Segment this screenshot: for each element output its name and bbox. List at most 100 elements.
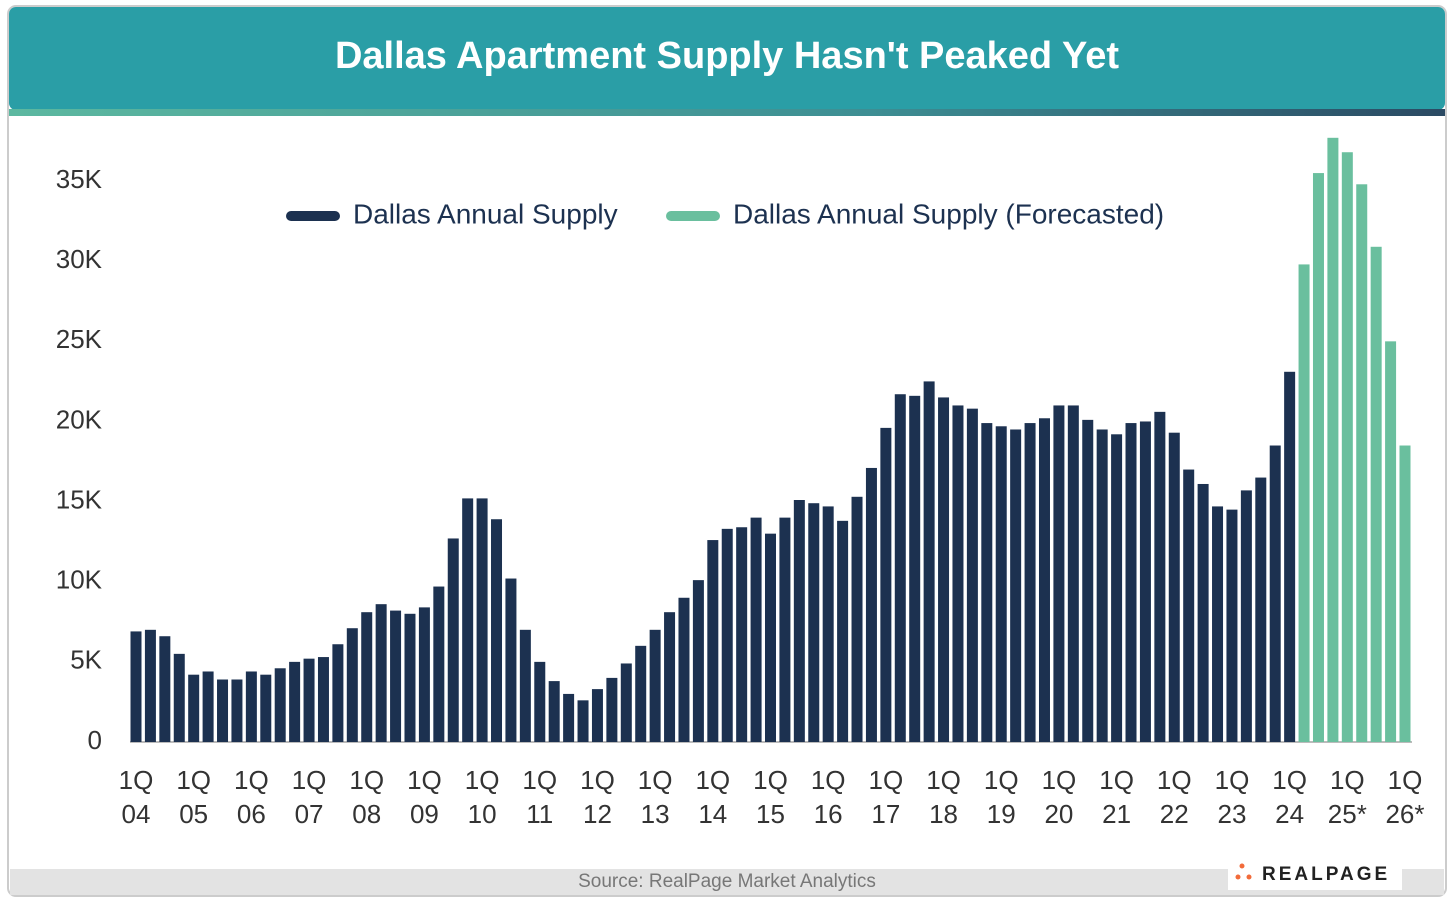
bar: [1312, 173, 1324, 742]
bar: [692, 580, 704, 742]
y-tick-label: 10K: [56, 565, 103, 595]
bar: [1226, 509, 1238, 742]
source: Source: RealPage Market Analytics: [578, 871, 876, 892]
x-tick-label: 1Q 19: [984, 765, 1019, 829]
bar: [779, 517, 791, 742]
bar: [736, 527, 748, 742]
bar: [894, 394, 906, 742]
bar: [635, 645, 647, 742]
x-tick-label: 1Q 10: [465, 765, 500, 829]
bar: [678, 597, 690, 742]
x-tick-label: 1Q 04: [119, 765, 154, 829]
bar: [1269, 445, 1281, 742]
x-tick-label: 1Q 20: [1042, 765, 1077, 829]
bar: [202, 671, 214, 742]
bar: [765, 533, 776, 742]
bar: [375, 604, 387, 742]
bar: [346, 628, 358, 742]
y-tick-label: 0: [88, 725, 102, 755]
bar: [1240, 490, 1252, 742]
x-tick-label: 1Q 21: [1099, 765, 1134, 829]
x-tick-label: 1Q 15: [753, 765, 788, 829]
x-tick-label: 1Q 06: [234, 765, 269, 829]
bar: [361, 612, 373, 742]
x-tick-label: 1Q 17: [869, 765, 904, 829]
bar: [1327, 137, 1339, 743]
bar: [1341, 152, 1353, 743]
bar: [404, 613, 416, 742]
bar: [476, 498, 488, 742]
x-tick-label: 1Q 26*: [1385, 765, 1424, 829]
x-tick-label: 1Q 11: [522, 765, 557, 829]
plot: 0 5K 10K 15K 20K 25K 30K 35K 1Q 04 1Q 05 1Q 06 1Q 07 1Q 0…: [56, 137, 1425, 829]
bar: [952, 405, 964, 742]
x-tick-label: 1Q 07: [292, 765, 327, 829]
header: [9, 7, 1445, 110]
bar: [649, 629, 661, 742]
y-tick-label: 35K: [56, 164, 103, 194]
bar: [1197, 483, 1209, 742]
legend-label: Dallas Annual Supply (Forecasted): [733, 198, 1164, 229]
bar: [1154, 411, 1166, 742]
bar: [1038, 418, 1050, 742]
bar: [1082, 419, 1094, 742]
bar: [534, 661, 546, 742]
bar: [332, 644, 344, 742]
bar: [317, 657, 329, 742]
bar: [577, 700, 589, 742]
y-tick-label: 30K: [56, 244, 103, 274]
x-tick-label: 1Q 09: [407, 765, 442, 829]
bar: [909, 395, 921, 742]
bar: [390, 610, 402, 742]
bar: [130, 631, 142, 742]
bar: [880, 427, 892, 742]
bar: [591, 689, 603, 742]
bar: [173, 653, 185, 742]
bar: [1053, 405, 1065, 742]
bar: [620, 663, 632, 742]
bar: [491, 519, 503, 742]
bar: [995, 426, 1007, 742]
bar: [750, 517, 762, 742]
bar: [865, 467, 877, 742]
bar: [1255, 477, 1267, 742]
bar: [851, 496, 863, 742]
bar: [418, 607, 430, 742]
bar: [231, 679, 243, 742]
bar: [664, 612, 676, 742]
bar: [837, 520, 849, 742]
bar: [519, 629, 531, 742]
bar: [289, 661, 301, 742]
bar: [1356, 184, 1368, 743]
bar: [808, 503, 820, 742]
bar: [1399, 445, 1411, 742]
chart-title: Dallas Apartment Supply Hasn't Peaked Ye…: [335, 35, 1119, 77]
y-tick-label: 15K: [56, 484, 103, 514]
x-tick-label: 1Q 23: [1215, 765, 1250, 829]
bar: [303, 658, 315, 742]
x-tick-label: 1Q 14: [695, 765, 730, 829]
bar: [981, 423, 993, 742]
bar: [144, 629, 156, 742]
bar: [1096, 429, 1108, 742]
logo-dot: [1246, 874, 1252, 880]
bar: [274, 668, 286, 742]
x-tick-label: 1Q 12: [580, 765, 615, 829]
bar: [793, 500, 805, 742]
bar: [707, 540, 719, 742]
bar: [188, 674, 200, 742]
x-tick-label: 1Q 25*: [1328, 765, 1367, 829]
bar: [938, 397, 950, 742]
bar: [1212, 506, 1224, 742]
bar: [159, 636, 171, 742]
x-tick-label: 1Q 08: [349, 765, 384, 829]
legend-label: Dallas Annual Supply: [353, 198, 618, 229]
bar: [721, 528, 733, 742]
x-tick-label: 1Q 22: [1157, 765, 1192, 829]
bar: [1284, 371, 1296, 742]
bar: [1125, 423, 1137, 742]
bar: [1024, 423, 1036, 742]
x-tick-label: 1Q 18: [926, 765, 961, 829]
x-tick-label: 1Q 24: [1272, 765, 1307, 829]
